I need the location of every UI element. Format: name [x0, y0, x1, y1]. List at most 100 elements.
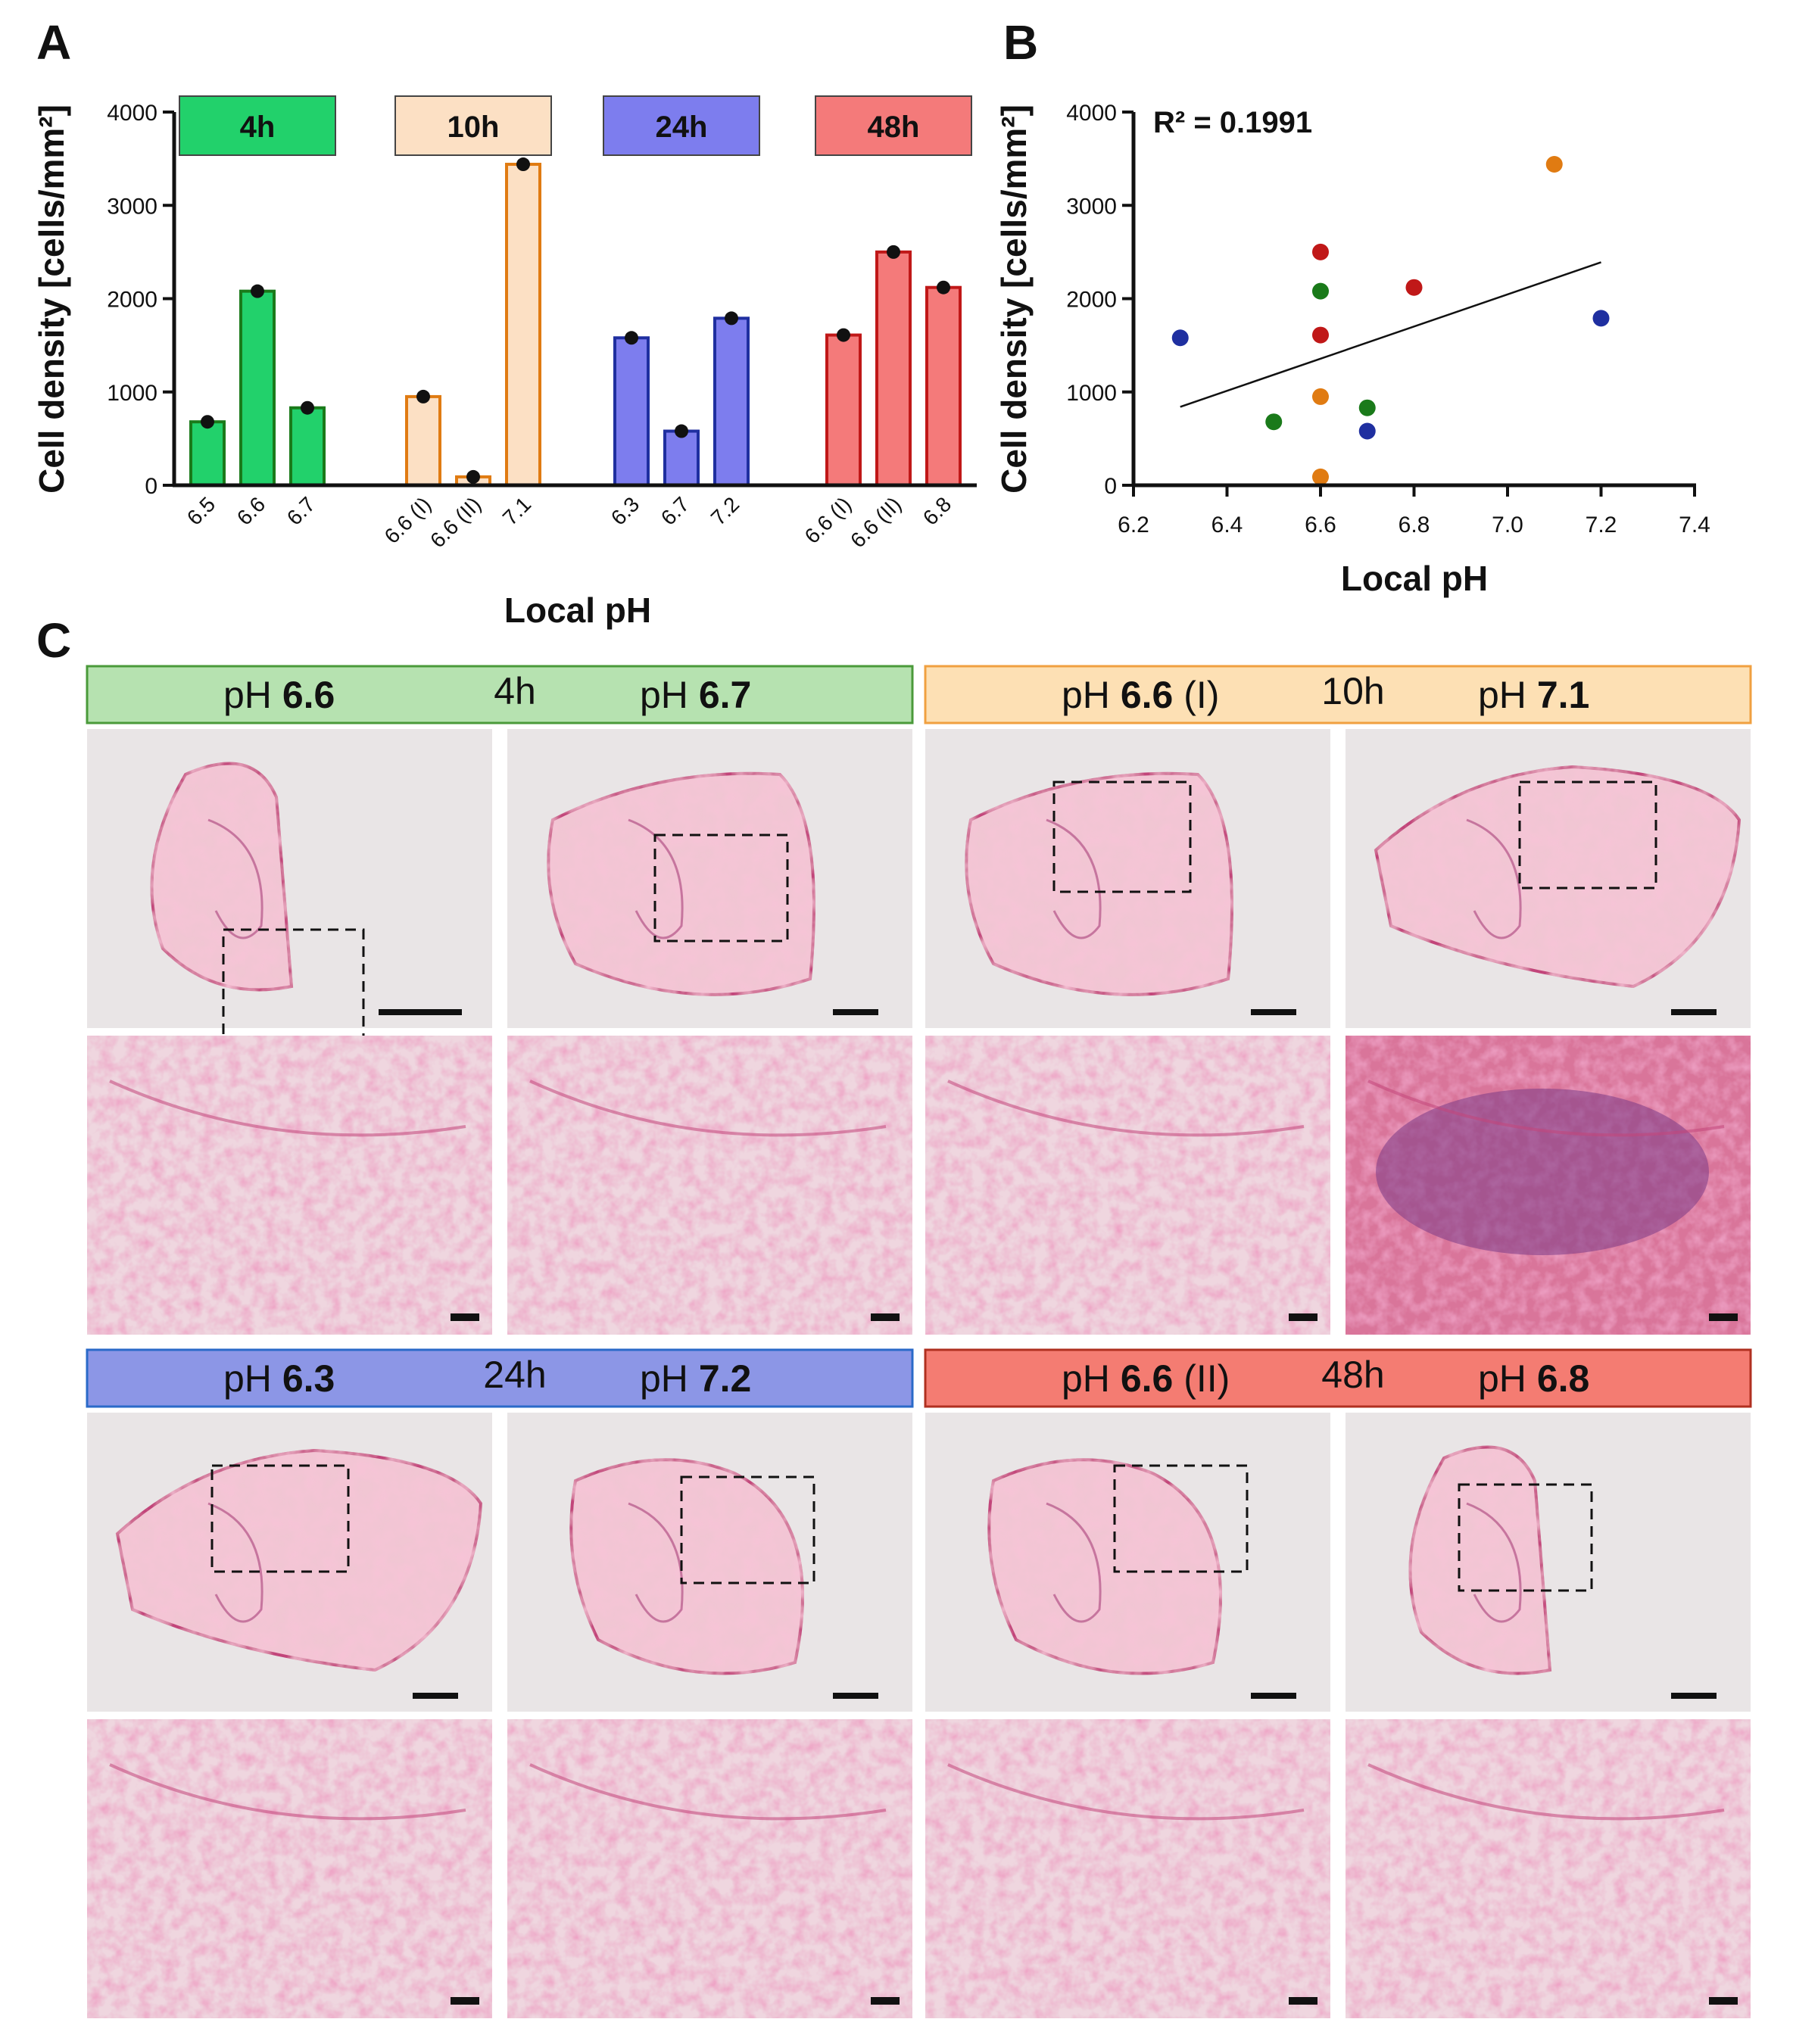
zoom-region-box [1458, 1483, 1593, 1592]
tissue-fiber [109, 1763, 466, 1821]
scale-bar [413, 1693, 458, 1699]
histology-group-48h: pH 6.6 (II) 48h pH 6.8 [924, 1348, 1752, 2018]
zoom-image [87, 1719, 492, 2018]
left-ph-label: pH 6.6 (II) [1062, 1357, 1230, 1400]
group-box-10h [394, 95, 552, 156]
xcat-label: 6.6 (I) [380, 492, 436, 548]
scale-bar [1709, 1997, 1738, 2005]
tissue-fold [1466, 818, 1522, 939]
panel-label-b: B [1003, 15, 1038, 70]
scale-bar [1289, 1313, 1317, 1321]
xcat-label: 6.6 (II) [846, 492, 906, 552]
bar-4h-1 [189, 420, 226, 487]
scatter-point-48h-1 [1312, 326, 1329, 344]
bar-point-10h-3 [516, 157, 530, 172]
histology-panel-c: pH 6.6 4h pH 6.7 pH 6.6 (I) 10h pH 7.1 pH 6.3 2… [86, 665, 1752, 2018]
right-ph-label: pH 7.2 [640, 1357, 751, 1400]
right-ph-label: pH 6.7 [640, 674, 751, 716]
panel-label-c: C [36, 613, 71, 668]
tissue-fold [1046, 1502, 1102, 1623]
chart-a-ytick-label: 4000 [107, 101, 157, 126]
scale-bar [871, 1997, 900, 2005]
bar-point-24h-1 [625, 331, 638, 345]
scatter-point-10h-3 [1545, 156, 1563, 173]
panel-label-a: A [36, 15, 71, 70]
tissue-fiber [1367, 1080, 1725, 1137]
bar-point-4h-2 [251, 284, 264, 298]
tissue-section [1374, 765, 1742, 989]
bar-point-10h-1 [416, 389, 430, 404]
scale-bar [1709, 1313, 1738, 1321]
scatter-point-24h-3 [1592, 310, 1610, 327]
zoom-image [1346, 1719, 1751, 2018]
scatter-point-4h-2 [1312, 282, 1329, 300]
tissue-shape [1408, 1445, 1552, 1675]
bar-24h-3 [713, 316, 750, 487]
bar-point-48h-3 [937, 280, 950, 294]
tissue-fold [1466, 1502, 1522, 1623]
chart-b-ytick-label: 2000 [1066, 288, 1117, 313]
scatter-point-48h-3 [1405, 279, 1423, 296]
zoom-image [925, 1719, 1330, 2018]
scatter-point-24h-2 [1358, 422, 1376, 440]
histology-header-48h [924, 1348, 1752, 1408]
scale-bar [1251, 1009, 1296, 1015]
histology-header-24h [86, 1348, 914, 1408]
scatter-chart-b: Cell density [cells/mm²] Local pH R² = 0… [994, 101, 1710, 598]
xcat-label: 7.1 [498, 492, 535, 529]
bar-48h-1 [825, 333, 862, 487]
zoom-region-box [1052, 781, 1192, 893]
tissue-fold [628, 1502, 684, 1623]
chart-b-ytick-label: 0 [1104, 474, 1117, 499]
histology-group-4h: pH 6.6 4h pH 6.7 [86, 665, 914, 1335]
group-box-48h [815, 95, 972, 156]
zoom-image [87, 1036, 492, 1335]
bar-chart-a: Cell density [cells/mm²] Local pH 0 1000 2… [32, 95, 977, 630]
tissue-fold [1046, 818, 1102, 939]
chart-b-ytick-label: 4000 [1066, 101, 1117, 126]
scatter-point-4h-1 [1265, 413, 1283, 431]
scale-bar [451, 1313, 479, 1321]
tissue-section [569, 1458, 804, 1675]
tissue-shape [569, 1458, 804, 1675]
zoom-image [507, 1719, 912, 2018]
scatter-point-4h-3 [1358, 399, 1376, 416]
xcat-label: 6.7 [656, 492, 694, 529]
scatter-point-10h-1 [1312, 388, 1329, 405]
xcat-label: 6.3 [607, 492, 644, 529]
xcat-label: 7.2 [706, 492, 744, 529]
histology-header-4h [86, 665, 914, 724]
tissue-fiber [947, 1080, 1305, 1137]
tissue-section [150, 762, 294, 992]
dense-cell-region [1376, 1089, 1709, 1255]
tissue-section [987, 1458, 1222, 1675]
chart-b-xtick-label: 7.2 [1586, 513, 1617, 537]
chart-a-xlabel: Local pH [504, 590, 651, 630]
tissue-fold [207, 1502, 263, 1623]
left-ph-label: pH 6.6 (I) [1062, 674, 1219, 716]
bar-4h-3 [289, 406, 326, 488]
zoom-image [507, 1036, 912, 1335]
scale-bar [1289, 1997, 1317, 2005]
left-ph-label: pH 6.3 [223, 1357, 335, 1400]
chart-b-xtick-label: 6.2 [1118, 513, 1149, 537]
bar-24h-2 [663, 429, 700, 488]
xcat-label: 6.6 (II) [426, 492, 485, 552]
tissue-fiber [1367, 1763, 1725, 1821]
tissue-section [547, 771, 815, 996]
scale-bar [833, 1009, 878, 1015]
chart-b-xtick-label: 6.4 [1211, 513, 1243, 537]
tissue-shape [1374, 765, 1742, 989]
time-label-48h: 48h [1321, 1354, 1384, 1396]
time-label-10h: 10h [1321, 670, 1384, 712]
right-ph-label: pH 7.1 [1478, 674, 1589, 716]
tissue-shape [987, 1458, 1222, 1675]
chart-b-xtick-label: 7.0 [1492, 513, 1523, 537]
chart-b-xtick-label: 6.8 [1399, 513, 1430, 537]
r-squared-annotation: R² = 0.1991 [1153, 106, 1312, 139]
tissue-shape [150, 762, 294, 992]
bar-point-48h-2 [887, 245, 900, 259]
group-box-4h [179, 95, 336, 156]
scale-bar [451, 1997, 479, 2005]
